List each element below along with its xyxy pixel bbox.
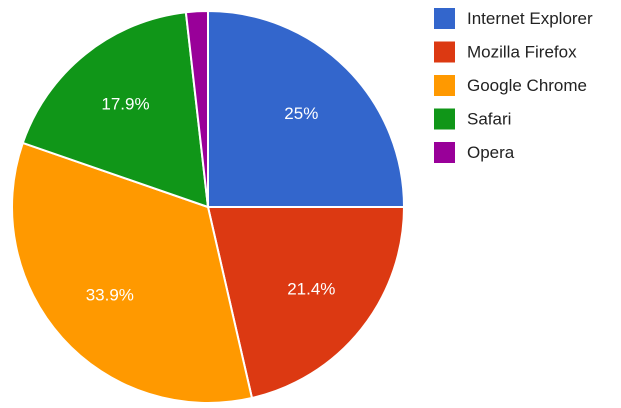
legend-label-opera: Opera [467, 143, 515, 162]
pie-slice-internet-explorer [207, 9, 406, 208]
legend: Internet Explorer Mozilla Firefox Google C… [434, 8, 593, 163]
legend-item-safari: Safari [434, 108, 511, 130]
slice-label-mozilla-firefox: 21.4% [287, 280, 335, 299]
pie-labels: 25% 21.4% 33.9% 17.9% [86, 95, 336, 305]
pie-slice-safari [21, 11, 210, 209]
legend-item-mozilla-firefox: Mozilla Firefox [434, 41, 577, 63]
legend-label-internet-explorer: Internet Explorer [467, 9, 593, 28]
pie-slices [11, 9, 406, 404]
legend-item-opera: Opera [434, 142, 515, 163]
legend-swatch-opera [434, 142, 455, 163]
legend-label-google-chrome: Google Chrome [467, 76, 587, 95]
slice-label-internet-explorer: 25% [284, 104, 318, 123]
pie-slice-mozilla-firefox [206, 206, 406, 400]
legend-item-internet-explorer: Internet Explorer [434, 8, 593, 29]
pie-slice-opera [184, 9, 209, 208]
legend-label-safari: Safari [467, 110, 511, 129]
legend-item-google-chrome: Google Chrome [434, 75, 587, 96]
legend-swatch-safari [434, 108, 455, 130]
legend-swatch-internet-explorer [434, 8, 455, 29]
legend-label-mozilla-firefox: Mozilla Firefox [467, 43, 577, 62]
slice-label-safari: 17.9% [101, 95, 149, 114]
legend-swatch-mozilla-firefox [434, 41, 455, 63]
legend-swatch-google-chrome [434, 75, 455, 96]
slice-label-google-chrome: 33.9% [86, 286, 134, 305]
